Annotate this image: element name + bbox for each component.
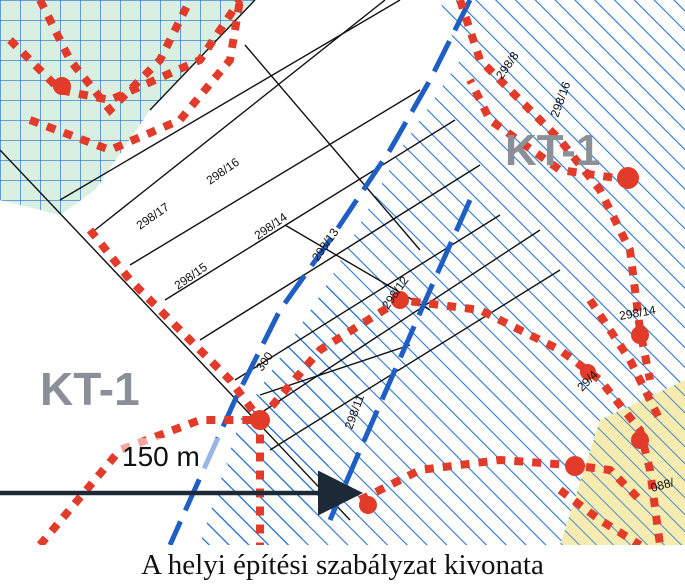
parcel-lines bbox=[0, 0, 561, 521]
parcel-label: 088/ bbox=[649, 475, 676, 495]
boundary-nodes bbox=[53, 77, 649, 514]
parcel-label: 298/14 bbox=[618, 303, 657, 323]
scale-label: 150 m bbox=[122, 441, 200, 472]
zone-label-kt1-right: KT-1 bbox=[505, 126, 600, 175]
scale-label-backdrop bbox=[118, 438, 228, 472]
zone-label-kt1-left: KT-1 bbox=[40, 363, 140, 415]
hatched-zone-lower bbox=[200, 280, 380, 545]
map-caption: A helyi építési szabályzat kivonata bbox=[141, 549, 544, 581]
zoning-map: KT-1 KT-1 298/17 298/16 298/15 298/14 29… bbox=[0, 0, 685, 545]
red-dotted-boundaries bbox=[7, 0, 664, 545]
map-svg: KT-1 KT-1 298/17 298/16 298/15 298/14 29… bbox=[0, 0, 685, 545]
